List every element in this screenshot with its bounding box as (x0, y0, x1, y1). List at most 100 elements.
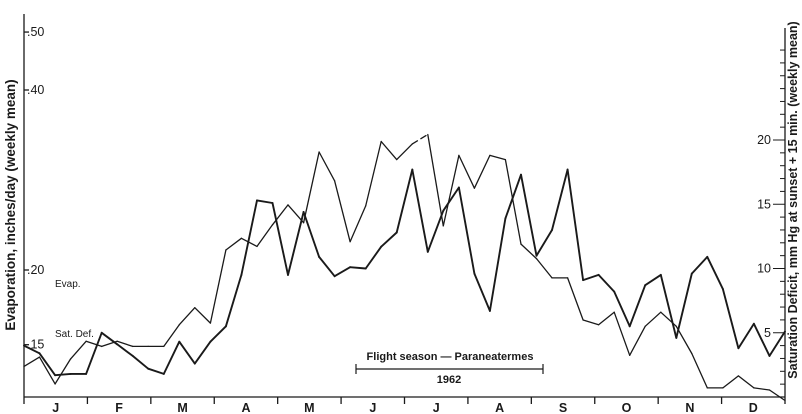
series-line-segment (54, 372, 72, 377)
series-line-segment (597, 273, 616, 293)
series-line-segment (457, 186, 476, 275)
series-line-segment (193, 340, 212, 365)
flight-season-annotation: Flight season — Paraneatermes 1962 (355, 351, 544, 386)
series-line-segment (209, 325, 227, 343)
month-label: O (622, 401, 632, 414)
series-line-segment (613, 311, 631, 356)
series-line-segment (100, 331, 119, 346)
series-line-segment (753, 387, 771, 391)
series-saturation-deficit (23, 168, 786, 377)
series-line-segment (628, 284, 647, 328)
series-line-segment (644, 311, 662, 327)
series-line-segment (163, 324, 180, 348)
series-line-segment (365, 140, 382, 207)
month-label: J (369, 401, 376, 414)
series-line-segment (566, 277, 584, 321)
satdef-series-label: Sat. Def. (55, 329, 94, 340)
series-line-segment (225, 237, 243, 251)
series-evaporation (23, 133, 786, 402)
series-line-segment (38, 352, 57, 377)
series-line-segment (551, 168, 569, 231)
month-label: D (749, 401, 758, 414)
series-line-segment (690, 255, 709, 275)
left-y-axis-label: Evaporation, inches/day (weekly mean) (3, 79, 18, 330)
series-line-segment (442, 186, 460, 212)
series-line-segment (644, 273, 662, 287)
left-tick-label: .20 (27, 263, 44, 277)
series-line-segment (504, 158, 522, 245)
month-label: A (241, 401, 250, 414)
series-line-segment (116, 343, 134, 357)
series-line-segment (473, 272, 491, 312)
series-line-segment (240, 237, 258, 248)
axes (23, 14, 786, 398)
series-line-segment (349, 205, 367, 243)
series-line-segment (38, 356, 56, 385)
series-line-segment (691, 352, 708, 389)
series-line-segment (504, 173, 522, 220)
series-line-segment (582, 273, 600, 282)
series-line-segment (520, 173, 538, 257)
series-line-segment (209, 249, 227, 324)
series-line-segment (721, 288, 740, 350)
month-label: M (304, 401, 314, 414)
series-line-segment (411, 168, 429, 253)
series-line-segment (426, 209, 445, 253)
series-line-segment (768, 330, 786, 357)
series-line-segment (660, 311, 677, 327)
series-line-segment (349, 266, 367, 270)
series-line-segment (224, 273, 243, 328)
right-tick-label: 15 (757, 197, 771, 211)
series-line-segment (380, 231, 398, 248)
series-line-segment (69, 340, 87, 360)
month-label: M (177, 401, 187, 414)
series-line-segment (85, 331, 103, 375)
series-line-segment (256, 224, 274, 248)
series-line-segment (396, 143, 413, 161)
right-tick-label: 10 (757, 262, 771, 276)
series-line-segment (768, 389, 786, 402)
series-line-segment (752, 322, 771, 357)
series-line-segment (488, 217, 507, 312)
series-line-segment (318, 151, 336, 182)
series-line-segment (737, 375, 755, 389)
month-label: A (495, 401, 504, 414)
series-layer (23, 133, 786, 402)
series-line-segment (629, 325, 646, 356)
series-line-segment (520, 243, 538, 260)
series-line-segment (535, 229, 553, 257)
series-line-segment (147, 367, 165, 375)
left-tick-label: .50 (27, 25, 44, 39)
month-label: S (559, 401, 567, 414)
series-line-segment (194, 307, 212, 324)
left-tick-label: .15 (27, 338, 44, 352)
flight-season-label: Flight season — Paraneatermes (367, 351, 534, 363)
month-label: N (685, 401, 694, 414)
right-y-axis-label: Saturation Deficit, mm Hg at sunset + 15… (786, 21, 800, 378)
series-line-segment (256, 199, 274, 204)
series-line-segment (318, 255, 336, 278)
series-line-segment (302, 211, 321, 258)
series-line-segment (722, 375, 740, 389)
series-line-segment (597, 311, 615, 326)
series-line-segment (54, 358, 72, 385)
series-line-segment (473, 154, 491, 189)
series-line-segment (23, 344, 41, 355)
series-line-segment (178, 340, 196, 365)
series-line-segment (380, 140, 398, 161)
series-line-segment (240, 199, 258, 276)
series-line-segment (737, 322, 755, 350)
flight-season-year: 1962 (437, 374, 461, 386)
series-line-segment (659, 273, 678, 339)
series-line-segment (116, 340, 134, 348)
series-line-segment (442, 154, 460, 227)
series-line-segment (162, 340, 181, 375)
series-line-segment (23, 356, 41, 368)
series-line-segment (706, 255, 724, 291)
series-line-segment (411, 133, 429, 145)
series-line-segment (85, 340, 103, 348)
series-line-segment (131, 354, 150, 370)
series-line-segment (271, 204, 289, 226)
left-tick-label: .40 (27, 83, 44, 97)
